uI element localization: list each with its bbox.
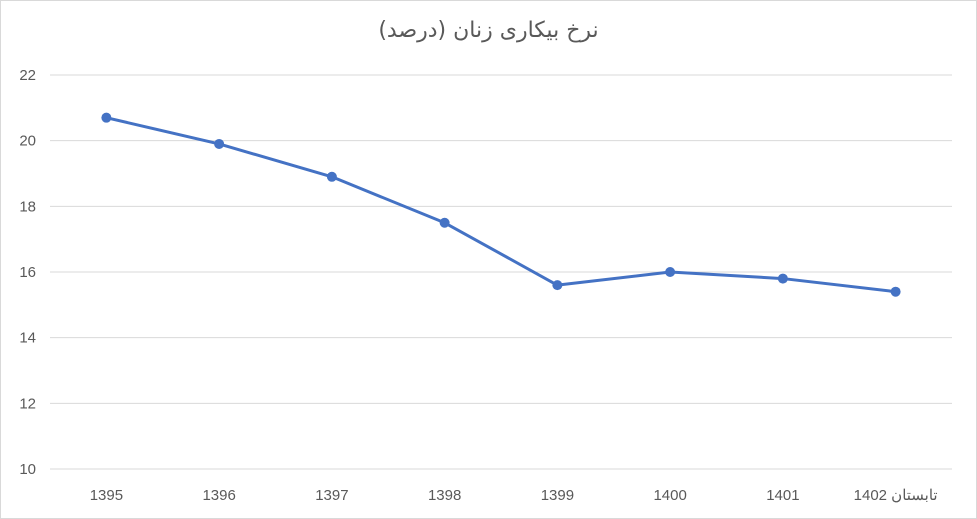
x-axis-ticks: 1395 1396 1397 1398 1399 1400 1401 تابستان 1402 <box>90 487 938 504</box>
data-point <box>890 286 901 297</box>
y-axis-ticks: 10 12 14 16 18 20 22 <box>19 67 36 478</box>
data-point <box>665 267 676 277</box>
x-tick-label: 1400 <box>653 487 686 504</box>
y-tick-label: 16 <box>19 264 36 281</box>
x-tick-label: 1399 <box>541 487 574 504</box>
data-point <box>326 171 337 182</box>
series-line <box>106 116 896 294</box>
data-point <box>101 112 112 123</box>
data-point <box>777 273 788 284</box>
x-tick-label: 1401 <box>766 487 799 504</box>
data-point <box>214 138 225 149</box>
x-tick-label: 1397 <box>315 487 348 504</box>
y-tick-label: 10 <box>19 461 36 478</box>
x-tick-label: 1396 <box>202 487 235 504</box>
chart-title: نرخ بیکاری زنان (درصد) <box>378 18 599 43</box>
grid-lines <box>50 74 952 470</box>
y-tick-label: 12 <box>19 395 36 412</box>
y-tick-label: 18 <box>19 198 36 215</box>
data-point <box>552 280 563 291</box>
y-tick-label: 20 <box>19 133 36 150</box>
y-tick-label: 14 <box>19 330 36 347</box>
x-tick-label: 1395 <box>90 487 123 504</box>
x-tick-label: تابستان 1402 <box>854 487 938 504</box>
data-point <box>439 217 450 228</box>
x-tick-label: 1398 <box>428 487 461 504</box>
series-group <box>101 112 901 297</box>
y-tick-label: 22 <box>19 67 36 84</box>
